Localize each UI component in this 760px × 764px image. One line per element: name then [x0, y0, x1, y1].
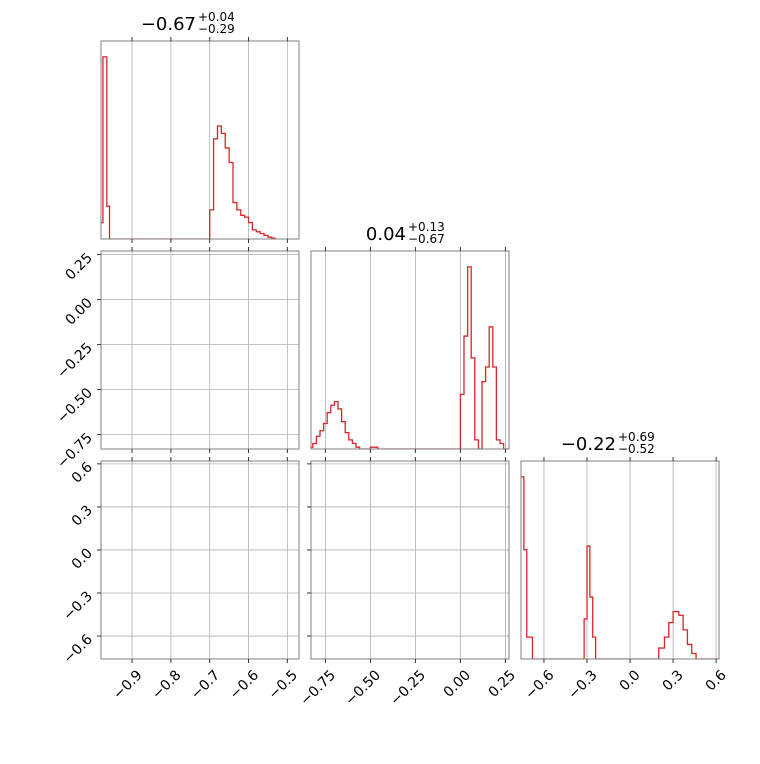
xtick-label-param-0-2: −0.7	[188, 667, 223, 702]
joint-0-1-c0-contour-1	[102, 258, 105, 276]
joint-0-2-c2-contour-0	[217, 649, 229, 658]
histogram-param-2	[521, 476, 719, 659]
title-plus-param-2: +0.69	[618, 430, 655, 444]
joint-0-2-c2-contour-1	[219, 650, 227, 656]
joint-1-2-c0-contour-2	[334, 477, 349, 489]
xtick-label-param-0-1: −0.8	[149, 667, 184, 702]
panel-frame-2-1	[310, 460, 510, 660]
joint-0-1-c0-samples-core	[101, 250, 107, 284]
xtick-label-param-1-1: −0.50	[342, 667, 384, 709]
joint-1-2-c2-contour-1	[465, 648, 470, 654]
joint-0-1-c2-contour-2	[227, 399, 246, 416]
joint-0-1-c2-samples	[191, 368, 283, 447]
joint-0-2-c2-contour-2	[221, 652, 225, 655]
xtick-label-param-0-4: −0.5	[266, 667, 301, 702]
panel-frame-1-1	[310, 250, 510, 450]
joint-0-1-c1-samples-core	[216, 285, 231, 295]
ytick-label-param-2-0: −0.6	[60, 631, 95, 666]
joint-0-2-c1-contour-2	[225, 477, 241, 488]
title-plus-param-0: +0.04	[198, 10, 235, 24]
panel-frame-2-0	[100, 460, 300, 660]
joint-0-2-c2-samples	[213, 646, 233, 661]
histogram-param-1	[311, 266, 509, 449]
histogram-param-0	[101, 56, 276, 239]
joint-1-2-c1-contour-0	[482, 573, 500, 585]
title-minus-param-1: −0.67	[408, 232, 445, 246]
xtick-label-param-2-2: 0.0	[617, 667, 644, 694]
joint-0-1-c0-contour-2	[103, 262, 105, 272]
xtick-label-param-1-0: −0.75	[297, 667, 339, 709]
joint-1-2-c0-contour-1	[328, 472, 356, 493]
hist-bin-0-7	[221, 133, 225, 239]
joint-0-1-c0-contour-0	[101, 254, 106, 281]
joint-0-1-c1-contour-2	[221, 289, 225, 292]
xtick-label-param-0-0: −0.9	[110, 667, 145, 702]
joint-0-2-c0-contour-2	[103, 575, 105, 581]
joint-0-1-c1-samples	[213, 284, 233, 298]
title-value-param-1: 0.04	[366, 224, 406, 245]
ytick-label-param-2-1: −0.3	[60, 589, 95, 624]
ytick-label-param-1-1: −0.50	[54, 385, 96, 427]
joint-0-1-c2-samples-core	[203, 379, 270, 436]
title-value-param-2: −0.22	[561, 434, 616, 455]
joint-0-2-c1-contour-1	[218, 473, 248, 492]
ytick-label-param-2-3: 0.3	[69, 502, 96, 529]
panel-frame-2-2	[520, 460, 720, 660]
ytick-label-param-2-2: 0.0	[69, 545, 96, 572]
joint-0-1-c1-contour-1	[219, 288, 227, 293]
joint-0-2-c1-samples	[194, 458, 272, 508]
title-minus-param-0: −0.29	[198, 22, 235, 36]
ytick-label-param-1-2: −0.25	[54, 340, 96, 382]
xtick-label-param-2-0: −0.6	[522, 667, 557, 702]
hist-bin-2-2	[527, 637, 533, 659]
hist-bin-0-6	[217, 126, 221, 239]
joint-1-2-c1-samples	[475, 568, 507, 589]
xtick-label-param-2-4: 0.6	[703, 667, 730, 694]
xtick-label-param-2-1: −0.3	[565, 667, 600, 702]
joint-0-1-c1-contour-0	[217, 287, 229, 295]
hist-bin-2-9	[659, 648, 665, 659]
panel-frame-0-0	[100, 40, 300, 240]
joint-0-2-c0-samples-core	[101, 568, 107, 590]
joint-1-2-c1-samples-core	[479, 571, 502, 586]
joint-1-2-c2-contour-0	[464, 646, 472, 655]
joint-0-2-c0-contour-1	[102, 573, 105, 584]
joint-1-2-c0-samples-core	[315, 463, 368, 503]
joint-0-2-c0-contour-0	[101, 570, 106, 587]
joint-0-2-c2-samples-core	[216, 648, 231, 659]
ytick-label-param-1-4: 0.25	[62, 250, 95, 283]
panel-frame-1-0	[100, 250, 300, 450]
ytick-label-param-1-3: 0.00	[62, 295, 95, 328]
joint-1-2-c1-contour-1	[485, 575, 497, 583]
joint-1-2-c2-contour-2	[466, 649, 469, 652]
xtick-label-param-1-2: −0.25	[387, 667, 429, 709]
joint-1-2-c2-samples	[461, 643, 475, 658]
joint-0-1-c2-contour-0	[210, 385, 263, 430]
xtick-label-param-0-3: −0.6	[227, 667, 262, 702]
joint-1-2-c0-samples	[305, 455, 378, 510]
joint-0-2-c1-samples-core	[205, 464, 262, 500]
xtick-label-param-1-3: 0.00	[441, 667, 474, 700]
joint-1-2-c1-contour-2	[488, 576, 495, 580]
hist-bin-2-12	[673, 612, 679, 659]
xtick-label-param-1-4: 0.25	[486, 667, 519, 700]
joint-0-1-c2-contour-1	[219, 392, 254, 422]
joint-1-2-c0-contour-0	[321, 467, 363, 499]
xtick-label-param-2-3: 0.3	[660, 667, 687, 694]
joint-1-2-c2-samples-core	[462, 645, 472, 656]
hist-bin-0-12	[241, 215, 245, 239]
title-value-param-0: −0.67	[141, 14, 196, 35]
title-minus-param-2: −0.52	[618, 442, 655, 456]
title-plus-param-1: +0.13	[408, 220, 445, 234]
